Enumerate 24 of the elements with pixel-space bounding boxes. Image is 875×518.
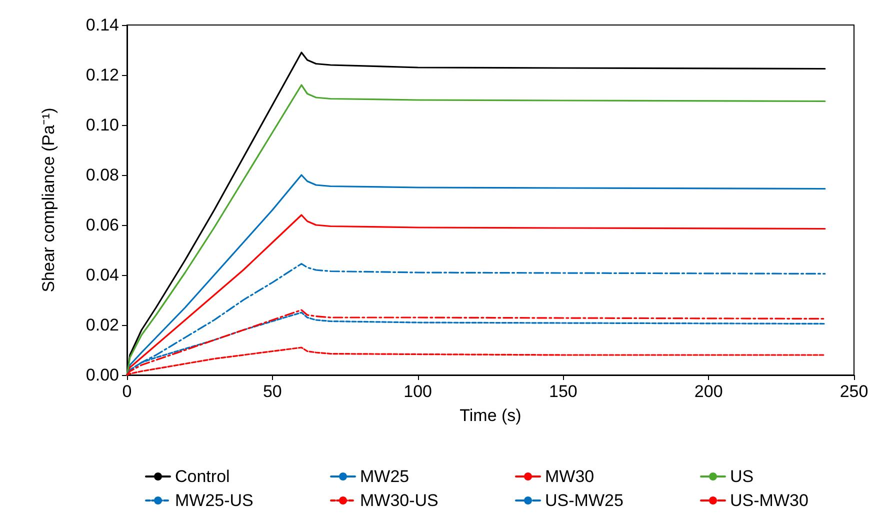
y-tick-label: 0.06	[86, 216, 119, 234]
x-tick-label: 250	[840, 382, 868, 401]
legend-label: US	[730, 467, 754, 486]
x-axis-title: Time (s)	[460, 406, 522, 425]
legend-label: MW25	[360, 467, 410, 486]
x-tick-label: 0	[122, 382, 132, 401]
legend-label: MW30	[545, 467, 594, 486]
legend-label: US-MW25	[545, 491, 624, 510]
y-tick-label: 0.00	[86, 366, 119, 384]
legend-label: US-MW30	[730, 491, 808, 510]
y-tick-label: 0.04	[86, 266, 119, 284]
x-tick-label: 50	[262, 382, 282, 401]
y-tick-label: 0.12	[86, 66, 119, 84]
x-tick-label: 200	[694, 382, 723, 401]
x-tick-label: 100	[404, 382, 432, 401]
legend-label: MW30-US	[360, 491, 438, 510]
y-axis-title: Shear compliance (Pa⁻¹)	[39, 108, 58, 292]
y-tick-label: 0.10	[86, 116, 119, 134]
legend-label: MW25-US	[175, 491, 254, 510]
y-tick-label: 0.08	[86, 166, 119, 184]
y-tick-label: 0.14	[86, 16, 119, 34]
x-tick-label: 150	[549, 382, 578, 401]
y-tick-label: 0.02	[86, 316, 119, 334]
legend-label: Control	[175, 467, 230, 486]
